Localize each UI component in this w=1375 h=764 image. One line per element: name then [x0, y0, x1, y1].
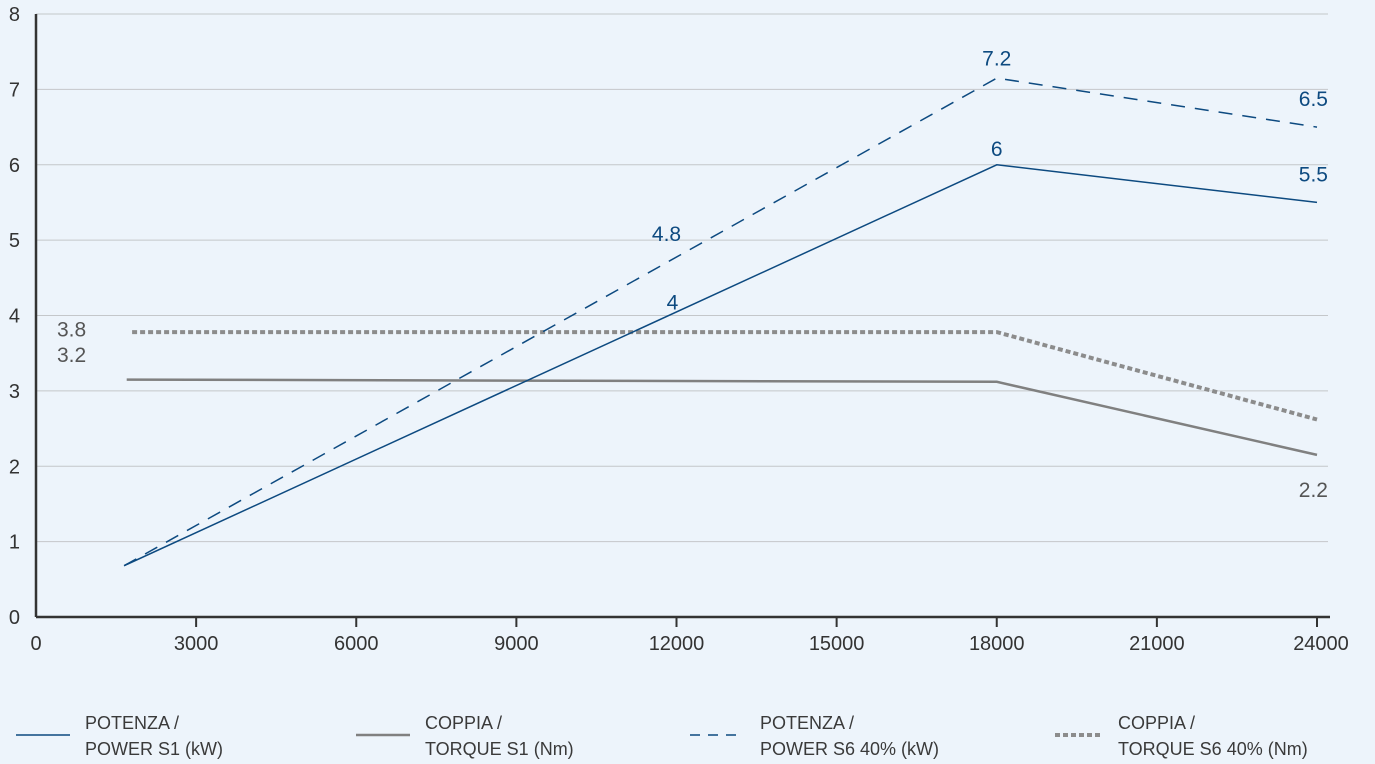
y-tick-label-1: 1 [9, 532, 20, 554]
data-label-power_s6-1: 7.2 [982, 47, 1011, 70]
legend-label-power_s1-0: POTENZA / [85, 713, 179, 733]
legend-label-power_s6-1: POWER S6 40% (kW) [760, 739, 939, 759]
legend-label-power_s1-1: POWER S1 (kW) [85, 739, 223, 759]
y-tick-label-5: 5 [9, 230, 20, 252]
legend-label-torque_s1-1: TORQUE S1 (Nm) [425, 739, 574, 759]
x-tick-label-2: 6000 [334, 633, 379, 655]
series-line-power_s1 [123, 164, 1318, 567]
y-tick-label-2: 2 [9, 456, 20, 478]
gridlines [36, 13, 1328, 543]
y-tick-label-8: 8 [9, 4, 20, 26]
legend-label-power_s6-0: POTENZA / [760, 713, 854, 733]
data-label-torque_s1-1: 2.2 [1299, 479, 1328, 502]
legend: POTENZA / POWER S1 (kW) COPPIA / TORQUE S1 … [16, 713, 1308, 759]
legend-label-torque_s1-0: COPPIA / [425, 713, 502, 733]
y-tick-label-7: 7 [9, 79, 20, 101]
data-label-power_s6-2: 6.5 [1299, 88, 1328, 111]
series-lines [123, 77, 1318, 567]
y-tick-label-3: 3 [9, 381, 20, 403]
x-tick-label-0: 0 [30, 633, 41, 655]
x-tick-label-3: 9000 [494, 633, 539, 655]
data-label-power_s6-0: 4.8 [652, 223, 681, 246]
axes: 0 1 2 3 4 5 6 7 8 0 3000 6000 9000 12000 15000 18000 210… [9, 4, 1349, 655]
series-line-torque_s6 [132, 330, 1318, 422]
data-label-torque_s6-0: 3.8 [57, 319, 86, 342]
data-label-power_s1-1: 6 [991, 138, 1003, 161]
x-tick-label-7: 21000 [1129, 633, 1185, 655]
data-label-torque_s1-0: 3.2 [57, 344, 86, 367]
data-label-power_s1-0: 4 [667, 292, 679, 315]
y-tick-label-0: 0 [9, 607, 20, 629]
x-tick-label-6: 18000 [969, 633, 1025, 655]
legend-label-torque_s6-0: COPPIA / [1118, 713, 1195, 733]
x-tick-label-1: 3000 [174, 633, 219, 655]
y-tick-label-4: 4 [9, 306, 20, 328]
y-tick-label-6: 6 [9, 155, 20, 177]
x-tick-label-5: 15000 [809, 633, 865, 655]
x-tick-label-8: 24000 [1293, 633, 1349, 655]
legend-label-torque_s6-1: TORQUE S6 40% (Nm) [1118, 739, 1308, 759]
data-labels: 4 6 5.5 3.2 2.2 4.8 7.2 6.5 3.8 [57, 47, 1328, 502]
series-line-torque_s1 [126, 378, 1318, 457]
x-tick-label-4: 12000 [649, 633, 705, 655]
data-label-power_s1-2: 5.5 [1299, 163, 1328, 186]
